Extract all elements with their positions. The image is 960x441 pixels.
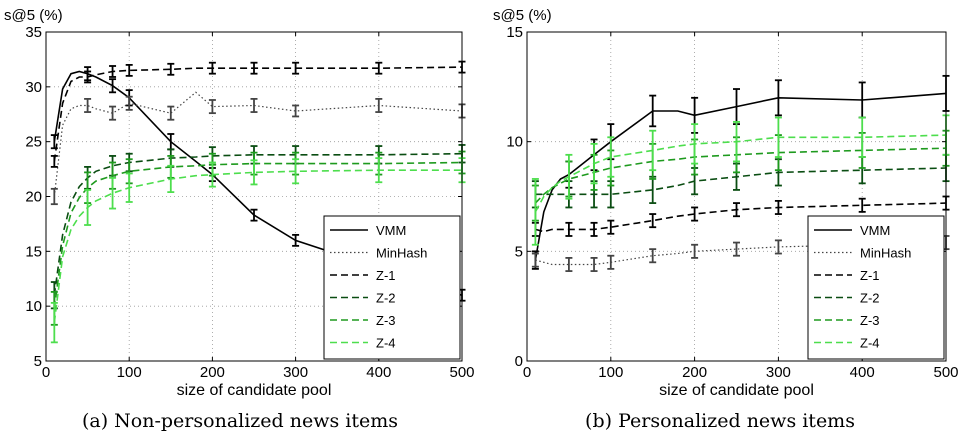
chart-1-legend-label: MinHash [860, 246, 911, 261]
chart-0-y-tick-label: 30 [25, 79, 42, 96]
chart-0-y-axis-label: s@5 (%) [4, 7, 63, 24]
chart-0-series-line [53, 161, 463, 309]
chart-1-plot-frame [526, 31, 947, 362]
chart-1-legend-label: Z-4 [860, 336, 880, 351]
chart-1-legend-label: Z-1 [860, 268, 880, 283]
chart-0-x-tick-label: 500 [449, 364, 474, 381]
chart-1-x-axis-label: size of candidate pool [659, 382, 814, 399]
chart-0-series-line [53, 66, 463, 162]
chart-0-y-tick-label: 35 [25, 24, 42, 41]
chart-1-series-line [534, 147, 947, 204]
chart-0-x-tick-label: 100 [117, 364, 142, 381]
chart-1-x-tick-label: 0 [523, 364, 531, 381]
chart-0-series-line [53, 91, 463, 197]
chart-1-legend-label: Z-3 [860, 313, 880, 328]
chart-1-legend-box [807, 215, 945, 360]
chart-0-legend-label: Z-2 [376, 291, 396, 306]
chart-0-x-tick-label: 400 [366, 364, 391, 381]
chart-1-x-tick-label: 400 [850, 364, 875, 381]
chart-0-legend-label: Z-3 [376, 313, 396, 328]
chart-0-y-tick-label: 25 [25, 134, 42, 151]
chart-a-caption: (a) Non-personalized news items [81, 410, 399, 432]
chart-0-legend-label: VMM [376, 223, 406, 238]
chart-1-y-axis-label: s@5 (%) [493, 7, 552, 24]
chart-0-x-tick-label: 0 [42, 364, 50, 381]
chart-0-y-tick-label: 15 [25, 243, 42, 260]
chart-0-legend-label: MinHash [376, 246, 427, 261]
chart-1-y-tick-label: 5 [515, 243, 523, 260]
chart-0-y-tick-label: 20 [25, 189, 42, 206]
chart-1-legend-label: VMM [860, 223, 890, 238]
chart-1-y-tick-label: 10 [506, 134, 523, 151]
chart-1-x-tick-label: 100 [598, 364, 623, 381]
chart-b-svg: 0 100 200 300 400 500 0 5 10 15s@5 (%) size of can… [493, 7, 959, 399]
chart-1-y-tick-label: 15 [506, 24, 523, 41]
chart-0-x-tick-label: 200 [200, 364, 225, 381]
chart-1-series-line [534, 134, 947, 213]
chart-1-legend-label: Z-2 [860, 291, 880, 306]
chart-panel-a: 0 100 200 300 400 500 5 10 15 20 25 30 35 s@5 (%) size… [4, 7, 475, 432]
chart-0-y-tick-label: 5 [34, 353, 42, 370]
chart-0-x-axis-label: size of candidate pool [177, 382, 332, 399]
chart-1-y-tick-label: 0 [515, 353, 523, 370]
chart-1-x-tick-label: 500 [933, 364, 958, 381]
chart-a-svg: 0 100 200 300 400 500 5 10 15 20 25 30 35s@5 (%) size… [4, 7, 475, 399]
chart-1-series-line [535, 202, 947, 233]
chart-0-legend-label: Z-4 [376, 336, 396, 351]
chart-0-legend-box [323, 215, 461, 360]
chart-panel-b: 0 100 200 300 400 500 0 5 10 15 s@5 (%) size of can… [480, 0, 960, 441]
chart-0-y-tick-label: 10 [25, 298, 42, 315]
chart-b-caption: (b) Personalized news items [585, 410, 855, 432]
chart-1-x-tick-label: 300 [766, 364, 791, 381]
chart-0-legend-label: Z-1 [376, 268, 396, 283]
chart-1-x-tick-label: 200 [682, 364, 707, 381]
chart-0-x-tick-label: 300 [283, 364, 308, 381]
